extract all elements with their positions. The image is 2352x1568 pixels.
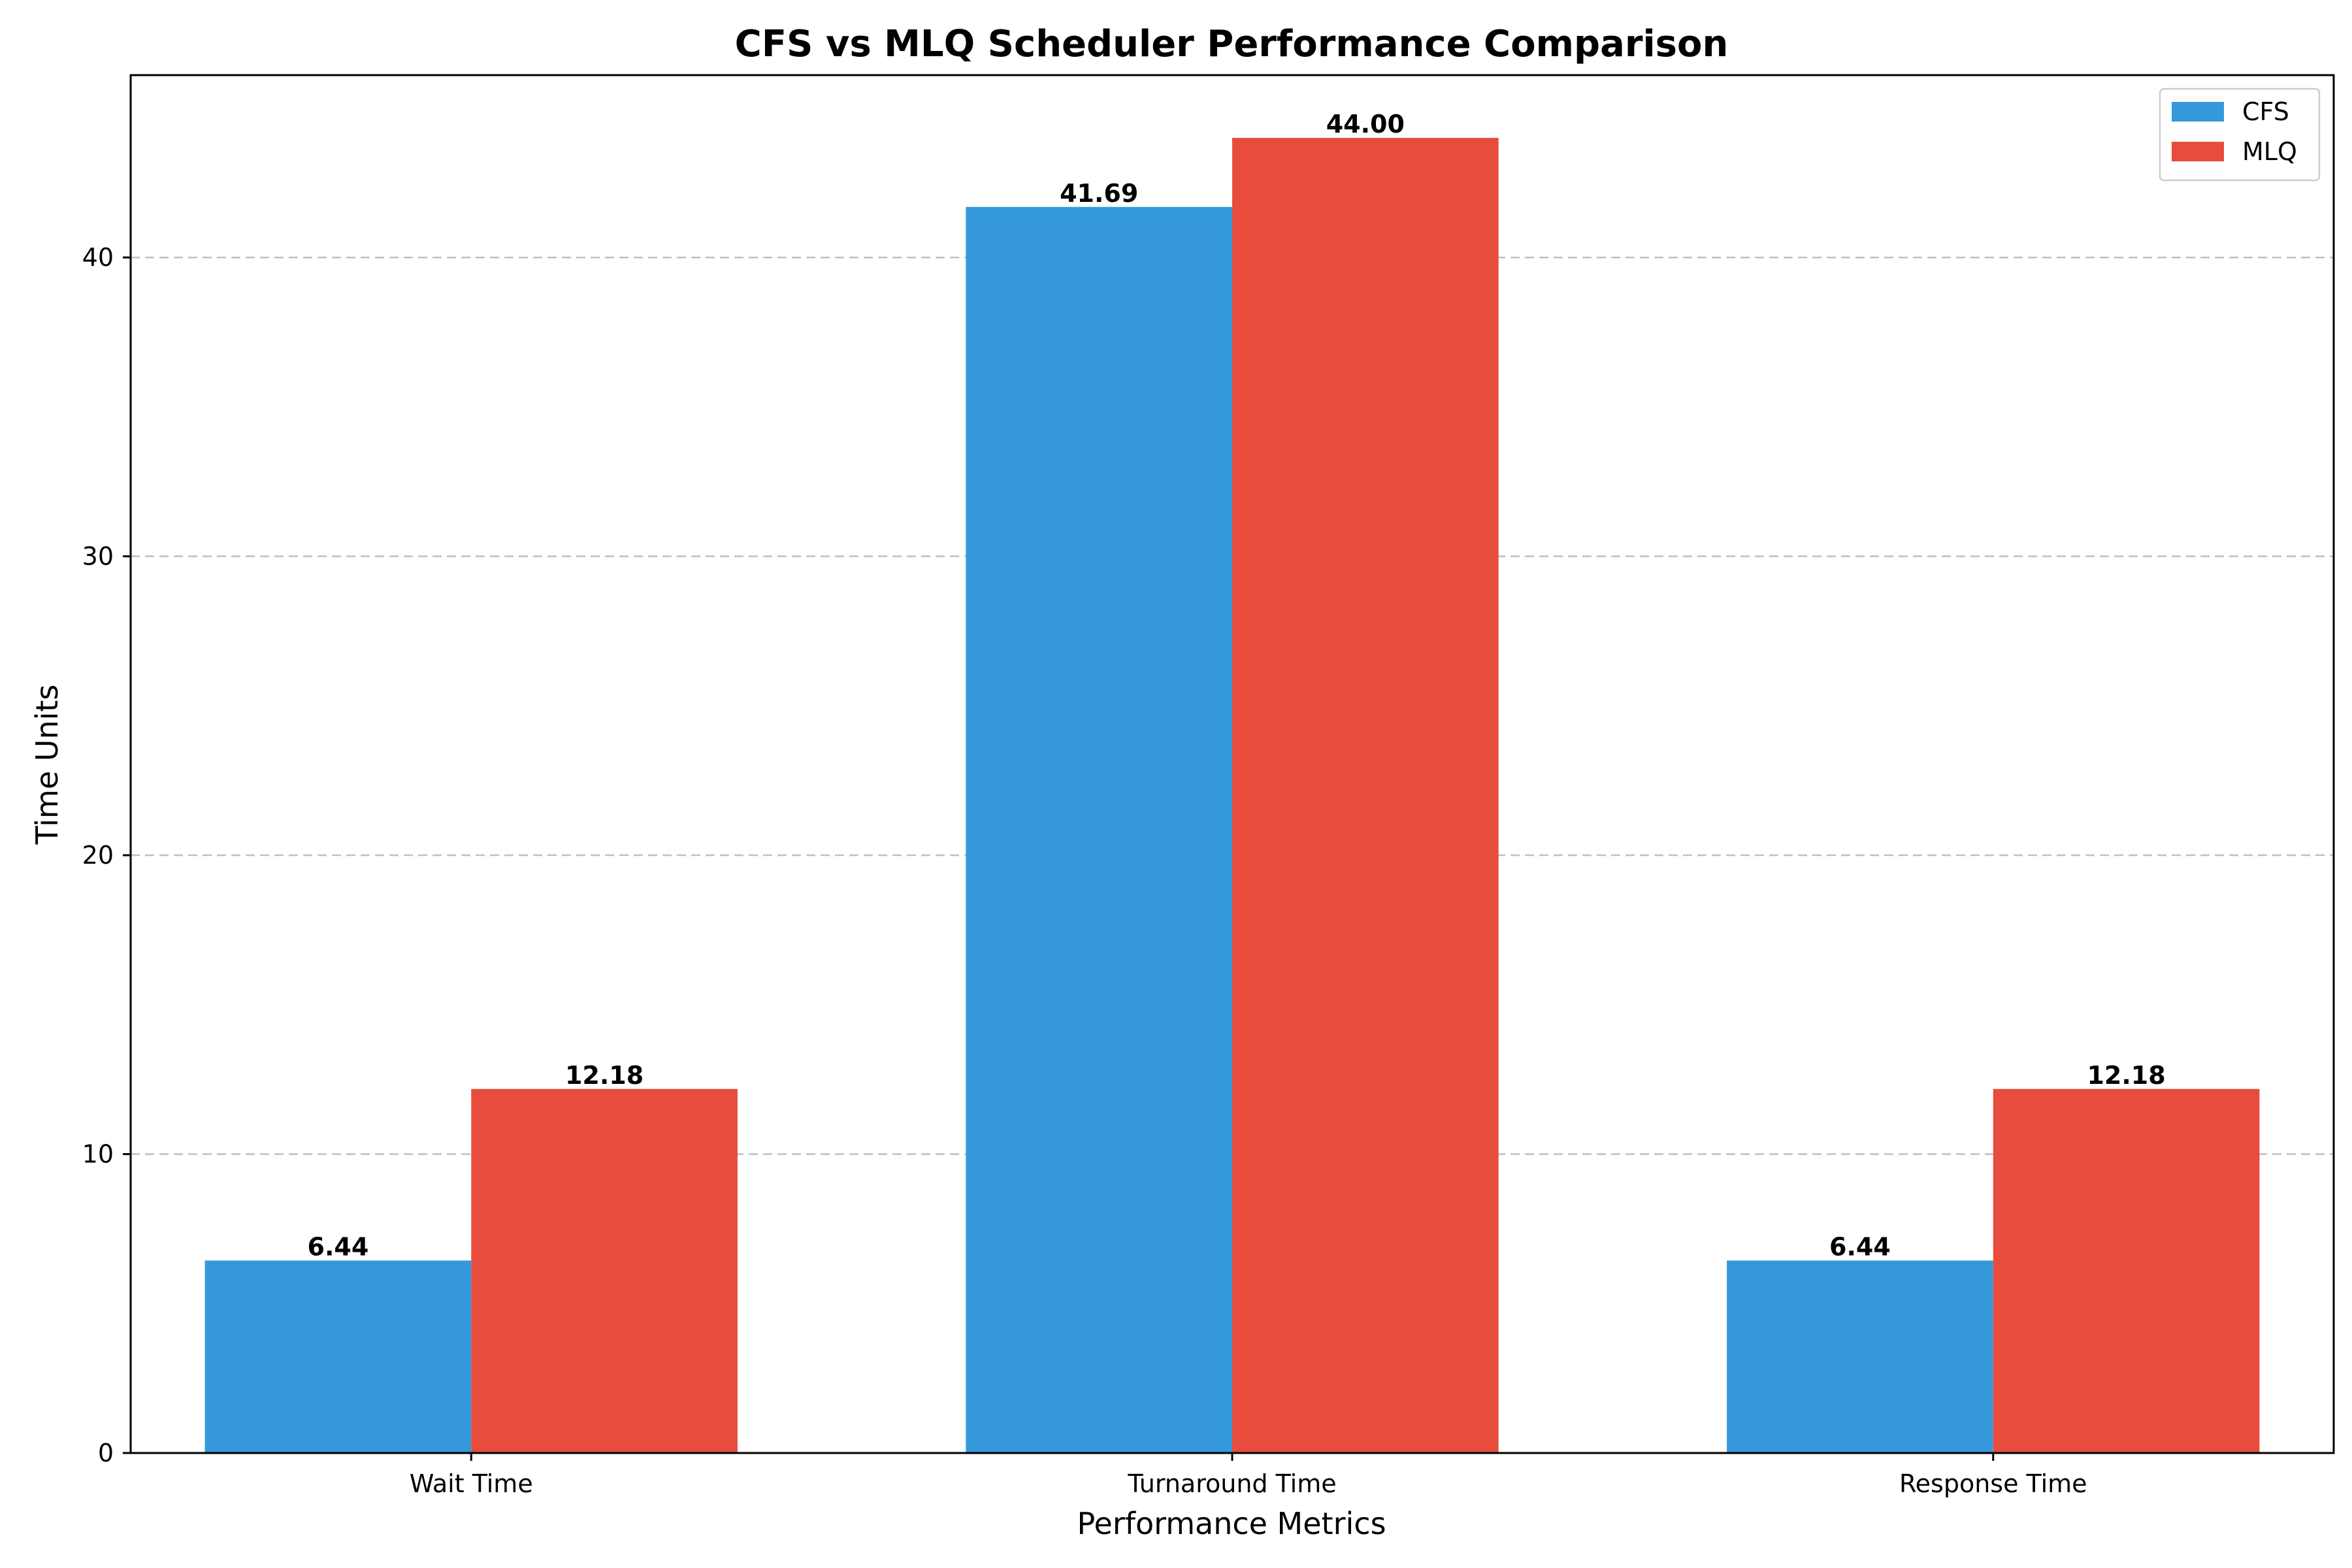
data-label: 6.44 <box>1829 1232 1891 1261</box>
y-tick-label: 10 <box>82 1140 114 1169</box>
x-tick-label: Wait Time <box>410 1469 533 1498</box>
bar-mlq <box>1232 138 1499 1454</box>
y-axis-label: Time Units <box>29 685 65 845</box>
legend-label-cfs: CFS <box>2242 97 2289 126</box>
chart-title: CFS vs MLQ Scheduler Performance Compari… <box>735 23 1729 65</box>
legend: CFS MLQ <box>2159 88 2321 182</box>
bars <box>204 138 2260 1454</box>
x-tick-label: Turnaround Time <box>1127 1469 1336 1498</box>
data-labels: 6.44 41.69 6.44 12.18 44.00 12.18 <box>308 110 2166 1261</box>
bar-cfs <box>966 206 1232 1453</box>
x-tick-label: Response Time <box>1899 1469 2087 1498</box>
data-label: 6.44 <box>308 1232 369 1261</box>
data-label: 44.00 <box>1326 110 1405 139</box>
bar-cfs <box>1727 1260 1993 1453</box>
x-axis-label: Performance Metrics <box>1077 1506 1386 1541</box>
legend-label-mlq: MLQ <box>2242 137 2297 166</box>
bar-mlq <box>1993 1088 2260 1453</box>
data-label: 41.69 <box>1060 179 1138 208</box>
data-label: 12.18 <box>2087 1061 2165 1090</box>
legend-swatch-cfs <box>2172 102 2224 122</box>
bar-cfs <box>204 1260 472 1453</box>
data-label: 12.18 <box>565 1061 644 1090</box>
legend-swatch-mlq <box>2172 142 2224 161</box>
y-tick-label: 20 <box>82 841 114 870</box>
y-axis-ticks: 0 10 20 30 40 <box>82 243 131 1467</box>
y-tick-label: 40 <box>82 243 114 272</box>
y-tick-label: 0 <box>98 1439 114 1467</box>
y-tick-label: 30 <box>82 542 114 571</box>
x-axis-ticks: Wait Time Turnaround Time Response Time <box>410 1453 2087 1498</box>
bar-mlq <box>471 1088 738 1453</box>
